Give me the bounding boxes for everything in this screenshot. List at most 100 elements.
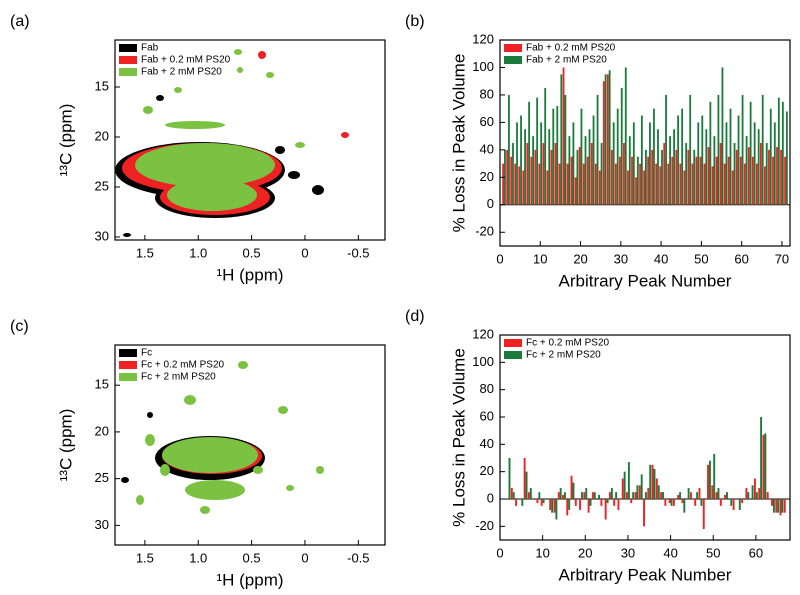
bar <box>514 163 517 205</box>
bar <box>723 163 726 205</box>
bar <box>731 170 734 205</box>
contour-blob <box>135 49 305 211</box>
panel-label: (b) <box>405 13 425 30</box>
bar <box>540 122 543 205</box>
contour-blob <box>136 361 324 514</box>
bar <box>606 74 609 205</box>
bar <box>707 147 710 205</box>
bar <box>649 464 652 499</box>
bar <box>598 170 601 205</box>
x-tick-label: 0 <box>496 251 503 266</box>
y-tick-label: 25 <box>95 470 109 485</box>
bar <box>636 156 639 205</box>
bar <box>781 499 784 513</box>
bar <box>582 163 585 205</box>
bar <box>512 143 514 205</box>
bar <box>524 129 526 205</box>
bar <box>542 499 545 504</box>
bar <box>747 492 750 499</box>
y-tick-label: 20 <box>480 463 494 478</box>
bar <box>759 143 762 205</box>
bar <box>584 136 587 205</box>
bar <box>542 143 545 205</box>
y-tick-label: -20 <box>475 224 494 239</box>
bar <box>589 499 592 506</box>
legend-label: Fc + 0.2 mM PS20 <box>141 360 225 371</box>
bar <box>510 156 513 205</box>
bar <box>715 156 718 205</box>
bar <box>669 136 671 205</box>
bar <box>783 499 786 513</box>
bar <box>698 488 701 499</box>
y-tick-label: 80 <box>480 381 494 396</box>
y-tick-label: 120 <box>472 31 494 46</box>
bar <box>640 115 643 205</box>
bar <box>614 163 617 205</box>
bar <box>568 499 571 510</box>
y-tick-label: 15 <box>95 78 109 93</box>
bar <box>670 499 673 506</box>
bar <box>520 115 522 205</box>
bar <box>521 499 524 506</box>
bar <box>749 101 752 205</box>
y-tick-label: 30 <box>95 228 109 243</box>
bar <box>608 70 611 205</box>
bar <box>600 143 603 205</box>
bar <box>522 170 525 205</box>
y-tick-label: 60 <box>480 114 494 129</box>
bar <box>753 478 756 499</box>
bar <box>777 97 780 205</box>
bar <box>616 108 619 205</box>
x-tick-label: 1.0 <box>189 550 207 565</box>
bar <box>738 499 741 510</box>
legend-swatch <box>119 44 137 52</box>
bar <box>702 499 705 530</box>
bar <box>626 492 628 499</box>
bar <box>548 129 551 205</box>
bar <box>711 166 714 205</box>
x-tick-label: 60 <box>749 545 763 560</box>
bar <box>546 170 549 205</box>
bar <box>729 108 732 205</box>
bar <box>672 499 675 506</box>
bar <box>668 499 671 504</box>
x-tick-label: 30 <box>621 545 635 560</box>
legend-label: Fc + 2 mM PS20 <box>526 350 601 361</box>
bar <box>677 115 680 205</box>
bar <box>755 492 758 499</box>
bar <box>681 499 684 504</box>
bar <box>600 499 603 506</box>
bar <box>711 485 714 499</box>
bar <box>762 434 765 499</box>
bar <box>679 492 682 499</box>
y-axis-title: % Loss in Peak Volume <box>449 54 468 233</box>
x-tick-label: 0.5 <box>243 245 261 260</box>
bar <box>596 94 599 205</box>
bar <box>518 166 521 205</box>
bar <box>647 156 650 205</box>
bar <box>613 499 616 506</box>
legend-swatch <box>119 373 137 381</box>
y-axis-title: ¹³C (ppm) <box>56 409 75 482</box>
bar <box>755 163 758 205</box>
bar <box>506 149 509 205</box>
bar <box>583 492 586 499</box>
spectrum-c <box>121 361 324 514</box>
bar <box>619 156 621 205</box>
bar <box>694 499 697 506</box>
x-tick-label: 10 <box>533 251 547 266</box>
x-axis-title: Arbitrary Peak Number <box>559 565 732 584</box>
bar <box>745 136 748 205</box>
bar <box>630 499 633 504</box>
bar <box>730 499 733 506</box>
legend-label: Fc + 2 mM PS20 <box>141 372 216 383</box>
bar <box>657 129 659 205</box>
bar <box>707 464 709 499</box>
bar <box>673 129 676 205</box>
bar <box>724 494 727 499</box>
bar <box>602 81 605 205</box>
y-tick-label: 0 <box>487 196 494 211</box>
bar <box>585 488 588 499</box>
bar <box>751 156 754 205</box>
bar <box>685 143 688 205</box>
